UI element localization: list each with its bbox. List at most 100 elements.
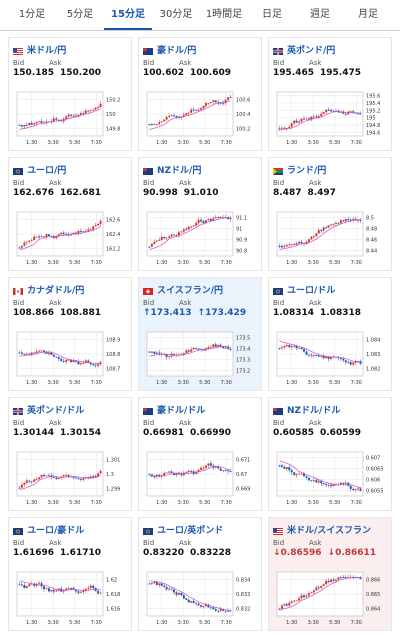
candle-body — [290, 601, 293, 603]
chart-area[interactable]: 1:30 3:30 5:30 7:30 173.5 173.4 173.3 173.2 — [143, 328, 259, 386]
chart-area[interactable]: 1:30 3:30 5:30 7:30 1.301 1.3 1.299 — [13, 448, 129, 506]
chart-area[interactable]: 1:30 3:30 5:30 7:30 0.671 0.67 0.669 — [143, 448, 259, 506]
flag-icon — [143, 280, 157, 299]
candle-body — [322, 227, 325, 231]
rate-card[interactable]: NZドル/円 Bid Ask 90.998 91.010 1:30 3:30 5:30 7:30… — [138, 157, 262, 271]
candle-body — [290, 346, 293, 348]
candle-body — [182, 353, 185, 355]
tab-timeframe[interactable]: 月足 — [358, 9, 378, 20]
rate-card[interactable]: ユーロ/豪ドル Bid Ask 1.61696 1.61710 1:30 3:30 5:30 7… — [8, 517, 132, 631]
rate-card[interactable]: NZドル/ドル Bid Ask 0.60585 0.60599 1:30 3:30 5:30 7… — [268, 397, 392, 511]
candle-body — [330, 579, 333, 583]
chart-area[interactable]: 1:30 3:30 5:30 7:30 91.1 91 90.9 90.8 — [143, 208, 259, 266]
rate-card[interactable]: ユーロ/英ポンド Bid Ask 0.83220 0.83228 1:30 3:30 5:30… — [138, 517, 262, 631]
ask-label: Ask — [309, 59, 322, 67]
pair-name[interactable]: NZドル/ドル — [287, 405, 341, 416]
rate-card[interactable]: 豪ドル/円 Bid Ask 100.602 100.609 1:30 3:30 5:30 7:3… — [138, 37, 262, 151]
candle-body — [322, 483, 325, 485]
candle-body — [97, 473, 100, 477]
card-title: 豪ドル/ドル — [143, 402, 257, 416]
pair-name[interactable]: 英ポンド/円 — [287, 45, 336, 56]
tab-timeframe[interactable]: 30分足 — [159, 9, 193, 20]
candle-body — [43, 236, 46, 238]
candle-body — [224, 610, 227, 612]
pair-name[interactable]: 米ドル/スイスフラン — [287, 525, 372, 536]
pair-name[interactable]: 米ドル/円 — [27, 45, 67, 56]
chart-area[interactable]: 1:30 3:30 5:30 7:30 1.62 1.618 1.616 — [13, 568, 129, 626]
ask-value: 91.010 — [183, 188, 219, 198]
pair-name[interactable]: ユーロ/英ポンド — [157, 525, 224, 536]
chart-area[interactable]: 1:30 3:30 5:30 7:30 162.6 162.4 162.2 — [13, 208, 129, 266]
candle-body — [224, 347, 227, 349]
pair-name[interactable]: ユーロ/ドル — [287, 285, 336, 296]
pair-name[interactable]: カナダドル/円 — [27, 285, 85, 296]
rate-card[interactable]: 米ドル/円 Bid Ask 150.185 150.200 1:30 3:30 5:30 7:3… — [8, 37, 132, 151]
pair-name[interactable]: ランド/円 — [287, 165, 327, 176]
candle-body — [202, 349, 205, 351]
candle-body — [204, 103, 207, 106]
candle-body — [150, 351, 153, 353]
candle-body — [327, 484, 330, 486]
tab-timeframe[interactable]: 5分足 — [66, 9, 94, 20]
x-tick-label: 7:30 — [221, 620, 232, 626]
chart-area[interactable]: 1:30 3:30 5:30 7:30 0.834 0.833 0.832 — [143, 568, 259, 626]
pair-name[interactable]: NZドル/円 — [157, 165, 202, 176]
candle-body — [222, 102, 225, 104]
rate-card[interactable]: カナダドル/円 Bid Ask 108.866 108.881 1:30 3:30 5:30 7… — [8, 277, 132, 391]
chart-area[interactable]: 1:30 3:30 5:30 7:30 8.5 8.48 8.46 8.44 — [273, 208, 389, 266]
ask-value: ↓0.86611 — [327, 548, 377, 558]
candle-body — [18, 124, 21, 126]
x-tick-label: 1:30 — [26, 140, 37, 146]
bid-value: 1.30144 — [13, 428, 54, 438]
pair-name[interactable]: ユーロ/豪ドル — [27, 525, 85, 536]
chart-area[interactable]: 1:30 3:30 5:30 7:30 195.6 195.4 195.2 195 194.8 1… — [273, 88, 389, 146]
candle-body — [190, 470, 193, 472]
tab-timeframe[interactable]: 週足 — [310, 9, 330, 20]
tab-timeframe[interactable]: 1分足 — [18, 9, 46, 20]
tab-timeframe[interactable]: 1時間足 — [205, 9, 243, 20]
rate-card[interactable]: ユーロ/円 Bid Ask 162.676 162.681 1:30 3:30 5:30 7:3… — [8, 157, 132, 271]
y-tick-label: 100.2 — [236, 127, 250, 133]
candle-body — [352, 218, 355, 220]
pair-name[interactable]: スイスフラン/円 — [157, 285, 224, 296]
y-tick-label: 195.6 — [366, 94, 380, 100]
x-tick-label: 1:30 — [26, 380, 37, 386]
chart-area[interactable]: 1:30 3:30 5:30 7:30 150.2 150 149.8 — [13, 88, 129, 146]
rate-card[interactable]: 英ポンド/ドル Bid Ask 1.30144 1.30154 1:30 3:30 5:30 7… — [8, 397, 132, 511]
chart-area[interactable]: 1:30 3:30 5:30 7:30 1.084 1.083 1.082 — [273, 328, 389, 386]
pair-name[interactable]: 豪ドル/ドル — [157, 405, 206, 416]
chart-area[interactable]: 1:30 3:30 5:30 7:30 0.607 0.6065 0.606 0.6055 — [273, 448, 389, 506]
price-values: 1.61696 1.61710 — [13, 548, 127, 558]
candle-body — [339, 220, 342, 224]
chart-area[interactable]: 1:30 3:30 5:30 7:30 100.6 100.4 100.2 — [143, 88, 259, 146]
candle-body — [344, 482, 347, 484]
rate-card[interactable]: ランド/円 Bid Ask 8.487 8.497 1:30 3:30 5:30 7:30 8.5… — [268, 157, 392, 271]
chart-area[interactable]: 1:30 3:30 5:30 7:30 0.866 0.865 0.864 — [273, 568, 389, 626]
candle-body — [349, 485, 352, 489]
candle-body — [332, 579, 335, 581]
candle-body — [288, 345, 291, 348]
candle-body — [315, 233, 318, 237]
candle-body — [337, 222, 340, 224]
candle-body — [97, 107, 100, 108]
rate-card[interactable]: 米ドル/スイスフラン Bid Ask ↓0.86596 ↓0.86611 1:30 3:30… — [268, 517, 392, 631]
candle-body — [195, 602, 198, 604]
candle-body — [43, 350, 46, 353]
rate-card[interactable]: ユーロ/ドル Bid Ask 1.08314 1.08318 1:30 3:30 5:30 7:… — [268, 277, 392, 391]
candle-body — [35, 479, 38, 480]
tab-timeframe[interactable]: 日足 — [262, 9, 282, 20]
rate-card[interactable]: スイスフラン/円 Bid Ask ↑173.413 ↑173.429 1:30 3:30 5:… — [138, 277, 262, 391]
candle-body — [52, 118, 55, 122]
x-tick-label: 5:30 — [329, 140, 340, 146]
candle-body — [33, 236, 36, 241]
chart-area[interactable]: 1:30 3:30 5:30 7:30 108.9 108.8 108.7 — [13, 328, 129, 386]
tab-timeframe[interactable]: 15分足 — [104, 0, 152, 30]
pair-name[interactable]: 豪ドル/円 — [157, 45, 197, 56]
price-labels: Bid Ask — [273, 539, 387, 547]
flag-icon — [13, 160, 27, 179]
candle-body — [197, 348, 200, 350]
pair-name[interactable]: 英ポンド/ドル — [27, 405, 85, 416]
pair-name[interactable]: ユーロ/円 — [27, 165, 67, 176]
rate-card[interactable]: 豪ドル/ドル Bid Ask 0.66981 0.66990 1:30 3:30 5:30 7:… — [138, 397, 262, 511]
rate-card[interactable]: 英ポンド/円 Bid Ask 195.465 195.475 1:30 3:30 5:30 7:… — [268, 37, 392, 151]
